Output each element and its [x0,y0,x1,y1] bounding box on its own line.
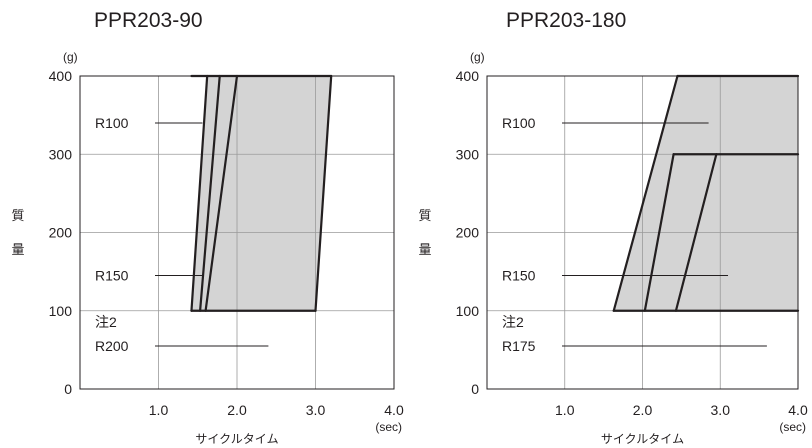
boundary-line [612,74,679,312]
y-unit-label: (g) [470,50,485,64]
x-tick-label: 1.0 [149,402,169,418]
x-tick-label: 3.0 [711,402,731,418]
y-axis-label: 量 [11,242,24,257]
region-label: R100 [502,115,536,131]
chart-2: PPR203-180 (g) 1.0 2.0 3.0 4.0 0 100 200 300 400 (s… [418,9,807,446]
x-axis-label: サイクルタイム [601,432,684,446]
y-unit-label: (g) [63,50,78,64]
y-tick-label: 300 [456,146,480,162]
x-tick-label: 4.0 [788,402,808,418]
boundary-line [204,74,239,312]
boundary-line [643,153,675,312]
x-unit-label: (sec) [375,420,402,434]
x-unit-label: (sec) [779,420,806,434]
y-tick-label: 300 [49,146,73,162]
chart-1: PPR203-90 (g) 1.0 2.0 3.0 4.0 0 100 200 300 400 (se… [11,9,403,446]
operating-region [191,76,332,311]
region-label: R200 [95,338,129,354]
y-tick-label: 200 [49,225,73,241]
chart-title: PPR203-90 [94,9,203,32]
y-axis-label: 質 [418,208,431,223]
x-axis-label: サイクルタイム [195,432,278,446]
region-label: 注2 [95,314,117,330]
y-axis-label: 量 [418,242,431,257]
y-tick-label: 200 [456,225,480,241]
x-tick-label: 3.0 [306,402,326,418]
y-tick-label: 100 [49,303,73,319]
region-label: R175 [502,338,536,354]
boundary-line [314,74,333,312]
region-label: R100 [95,115,129,131]
y-axis-label: 質 [11,208,24,223]
x-tick-label: 4.0 [384,402,404,418]
region-label: R150 [95,268,129,284]
chart-title: PPR203-180 [506,9,626,32]
y-tick-label: 0 [471,381,479,397]
y-tick-label: 400 [456,68,480,84]
y-tick-label: 0 [64,381,72,397]
x-tick-label: 2.0 [633,402,653,418]
boundary-line [674,153,718,312]
plot-border [486,75,799,390]
x-tick-label: 2.0 [227,402,247,418]
y-tick-label: 400 [49,68,73,84]
region-label: R150 [502,268,536,284]
region-label: 注2 [502,314,524,330]
boundary-line [190,74,209,312]
x-tick-label: 1.0 [555,402,575,418]
boundary-line [199,74,221,312]
y-tick-label: 100 [456,303,480,319]
